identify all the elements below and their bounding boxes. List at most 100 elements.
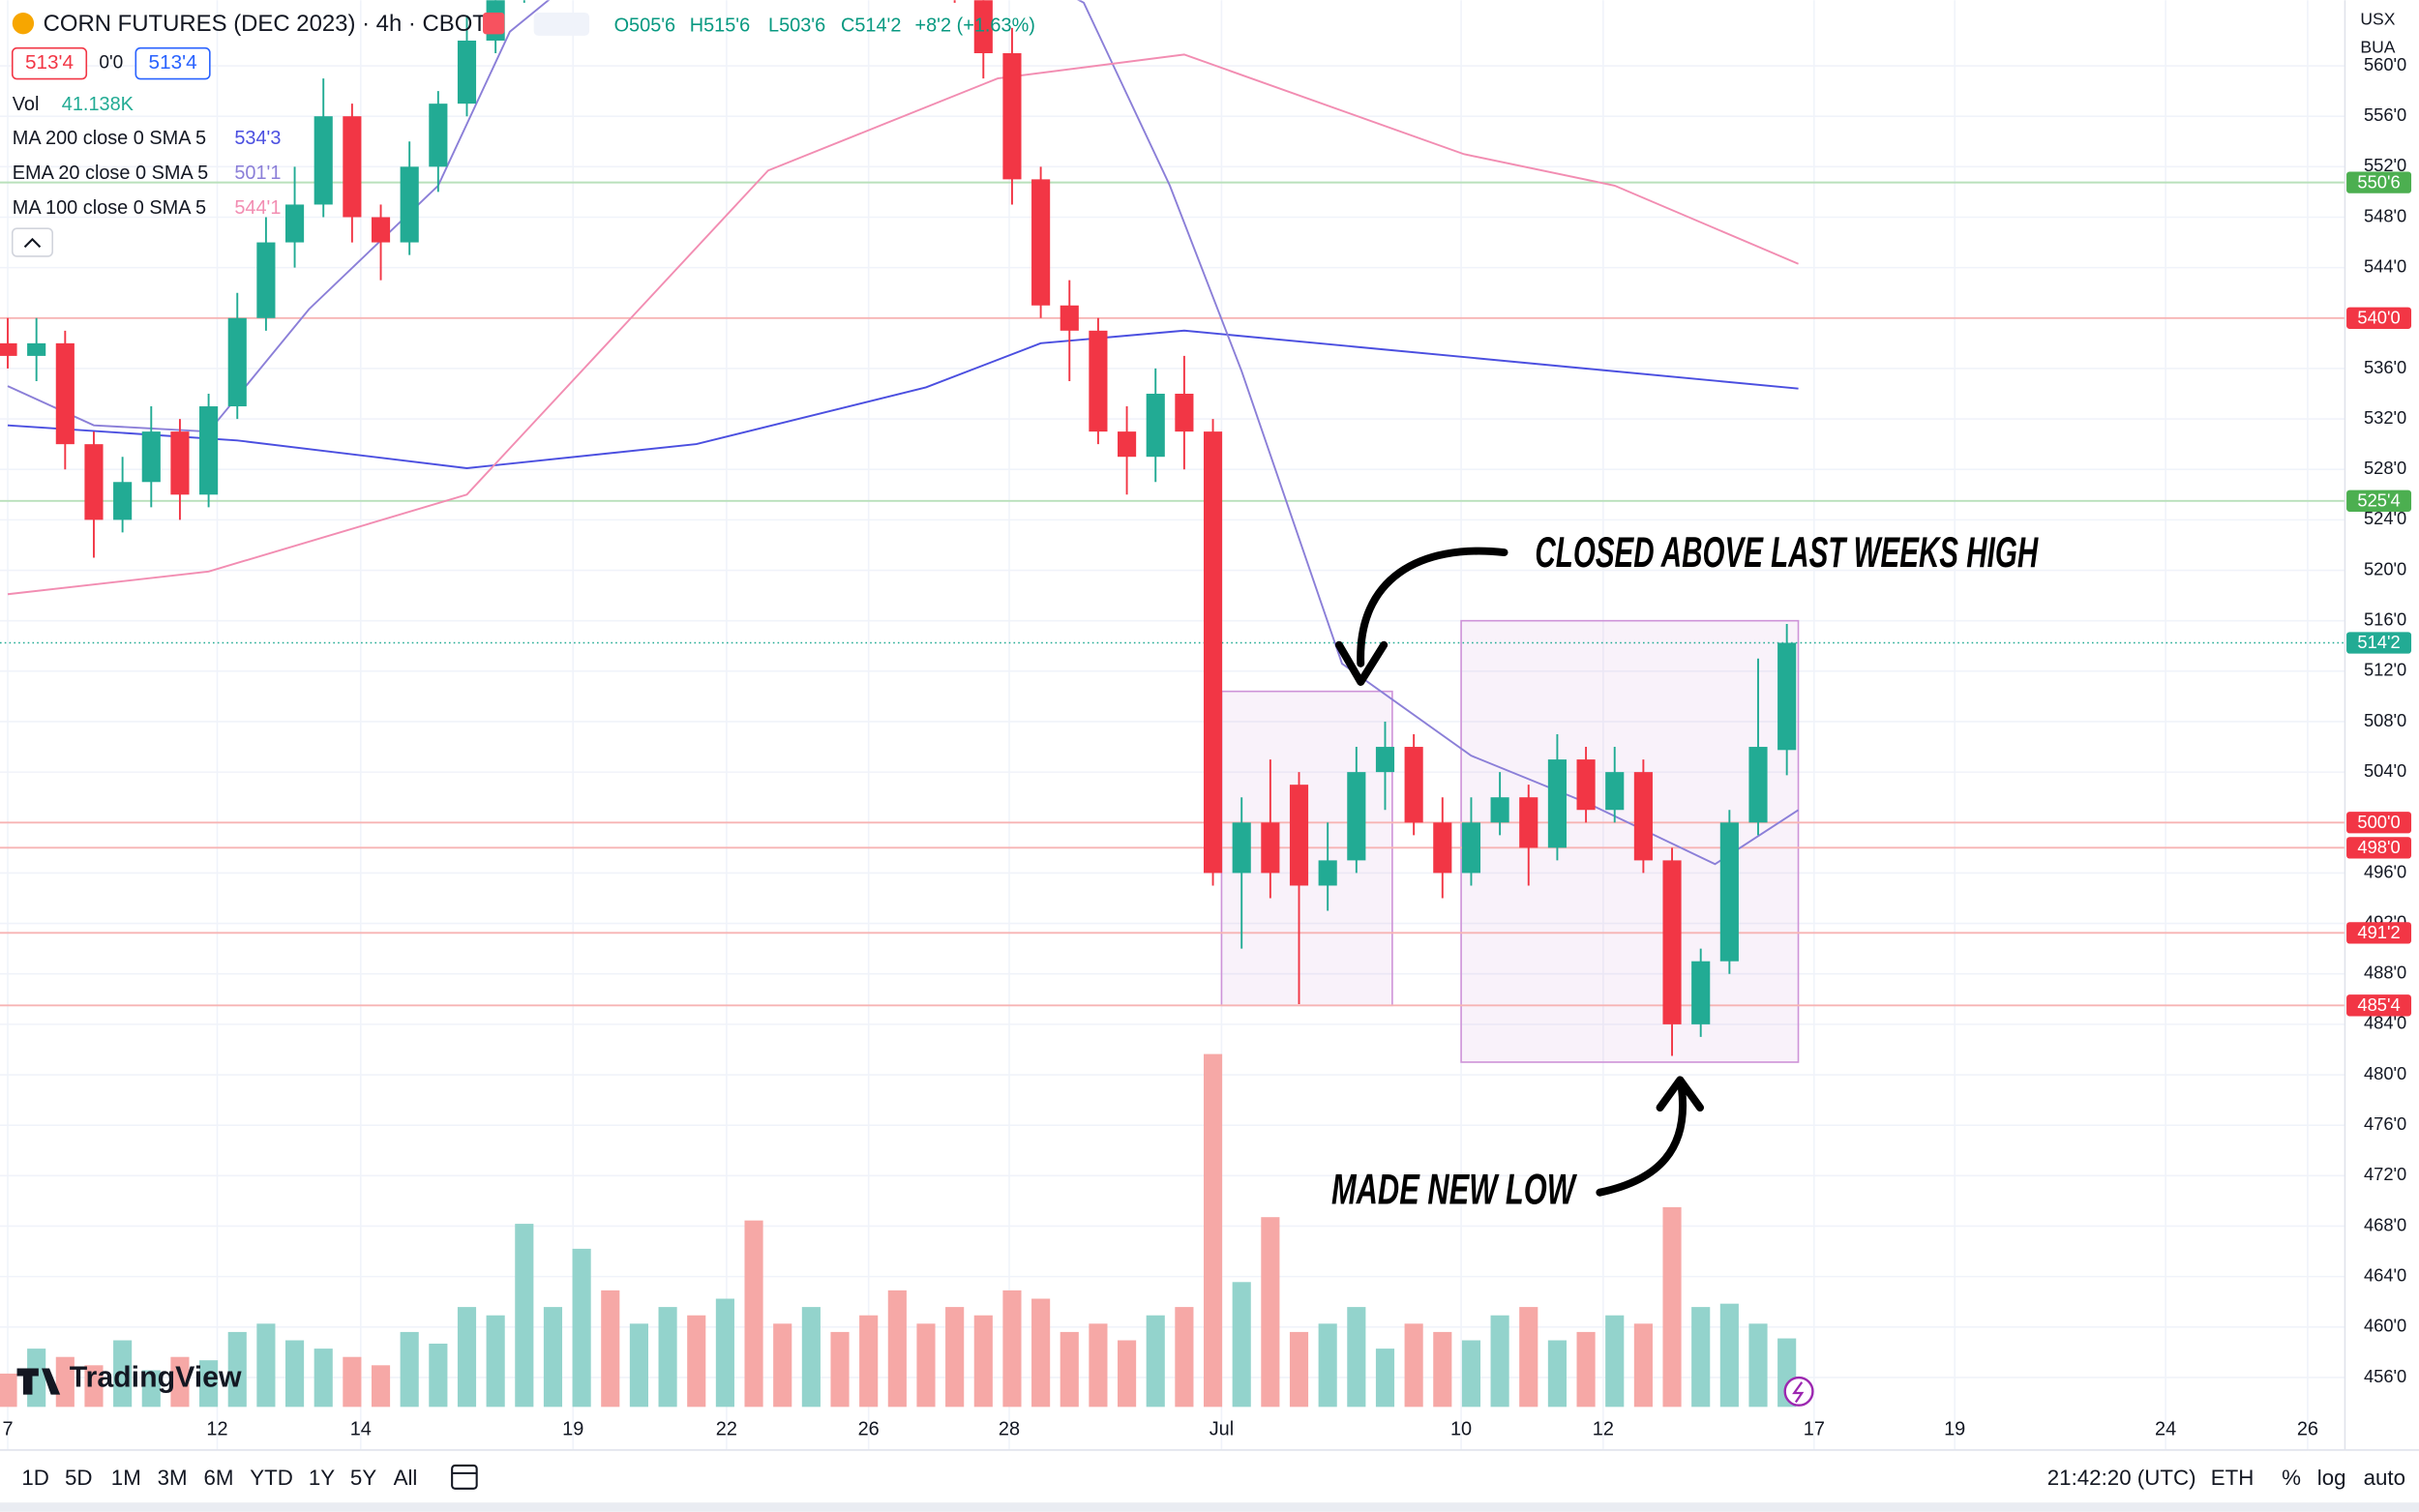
compare-button[interactable] [533,13,590,36]
y-tick-label: 496'0 [2364,861,2406,881]
candle-body [1089,330,1108,432]
y-tick-label: 516'0 [2364,609,2406,630]
unit[interactable]: BUA [2360,37,2395,56]
volume-bar [1375,1349,1395,1408]
volume-bar [429,1343,448,1408]
x-tick-label: 14 [350,1419,372,1440]
volume-bar [1002,1290,1022,1408]
flag-icon[interactable] [483,13,505,35]
session-button[interactable]: ETH [2211,1466,2255,1490]
ask-box[interactable] [134,46,211,80]
range-button[interactable]: 3M [158,1466,188,1490]
calendar-icon[interactable] [451,1464,478,1490]
candle-body [1002,53,1022,180]
ohlc-low: L503'6 [768,15,825,37]
volume-bar [1347,1307,1366,1408]
volume-bar [343,1356,362,1408]
collapse-icon [23,237,42,249]
realtime-icon[interactable] [1783,1376,1814,1407]
volume-bar [543,1307,563,1408]
ask-price: 513'4 [149,51,197,74]
candle-body [1232,822,1251,874]
y-tick-label: 468'0 [2364,1214,2406,1234]
candle-body [1777,642,1797,751]
volume-bar [199,1360,219,1408]
volume-bar [1232,1282,1251,1408]
range-button[interactable]: 1M [111,1466,141,1490]
volume-bar [170,1356,190,1408]
volume-bar [1031,1298,1051,1408]
bid-price: 513'4 [25,51,74,74]
bid-box[interactable] [11,46,88,80]
candle-body [1576,759,1596,811]
annotation-arrow [1357,547,1508,667]
volume-bar [744,1220,763,1408]
volume-bar [84,1365,104,1408]
candle-body [457,40,477,104]
auto-button[interactable]: auto [2364,1466,2405,1490]
range-button[interactable]: 6M [203,1466,233,1490]
candle-body [371,217,391,243]
percent-button[interactable]: % [2282,1466,2301,1490]
candle-body [113,482,133,520]
volume-bar [314,1349,333,1408]
realtime-bolt [1792,1381,1805,1404]
volume-bar [973,1315,993,1408]
y-tick-label: 524'0 [2364,508,2406,528]
volume-bar [1146,1315,1165,1408]
volume-bar [457,1307,477,1408]
range-button[interactable]: 5Y [350,1466,376,1490]
y-tick-label: 460'0 [2364,1316,2406,1336]
volume-bar [1060,1331,1079,1408]
ohlc-close: C514'2 [841,15,901,37]
candle-body [400,166,419,243]
price-badge-label: 514'2 [2357,632,2400,652]
volume-bar [284,1340,305,1408]
range-button[interactable]: 5D [65,1466,93,1490]
volume-bar [1547,1340,1567,1408]
clock: 21:42:20 (UTC) [2047,1466,2196,1490]
collapse-legend-button[interactable] [11,227,54,257]
y-tick-label: 528'0 [2364,458,2406,478]
y-tick-label: 508'0 [2364,710,2406,730]
volume-bar [1433,1331,1452,1408]
candle-body [1031,179,1051,306]
candle-body [1118,431,1137,458]
price-badge [2346,812,2412,834]
range-button[interactable]: YTD [250,1466,293,1490]
moving-average [7,0,1800,866]
currency[interactable]: USX [2360,10,2395,29]
y-tick-label: 472'0 [2364,1164,2406,1184]
volume-bar [859,1315,879,1408]
log-button[interactable]: log [2317,1466,2346,1490]
spread: 0'0 [99,53,123,74]
y-tick-label: 480'0 [2364,1063,2406,1083]
range-button[interactable]: 1D [21,1466,49,1490]
price-badge-label: 498'0 [2357,837,2400,857]
annotation: CLOSED ABOVE LAST WEEKS HIGH [1535,529,2038,577]
plot-area [0,0,2345,1408]
range-button[interactable]: 1Y [309,1466,335,1490]
volume-bar [1748,1323,1768,1408]
volume-bar [1318,1323,1337,1408]
candle-body [170,431,190,495]
volume-bar [256,1323,276,1408]
candle-body [227,317,247,407]
candle-body [1662,860,1682,1024]
y-tick-label: 476'0 [2364,1113,2406,1134]
indicator-name: EMA 20 close 0 SMA 5 [13,163,208,184]
logo-text[interactable]: TradingView [70,1362,242,1394]
volume-bar [55,1356,75,1408]
volume-bar [1404,1323,1423,1408]
volume-bar [830,1331,850,1408]
x-tick-label: 24 [2155,1419,2176,1440]
y-tick-label: 504'0 [2364,760,2406,781]
candle-body [1519,797,1538,848]
candle-body [1633,772,1653,861]
candle-body [1347,772,1366,861]
candle-body [1060,305,1079,331]
range-button[interactable]: All [394,1466,418,1490]
x-tick-label: 10 [1450,1419,1472,1440]
volume-bar [715,1298,734,1408]
